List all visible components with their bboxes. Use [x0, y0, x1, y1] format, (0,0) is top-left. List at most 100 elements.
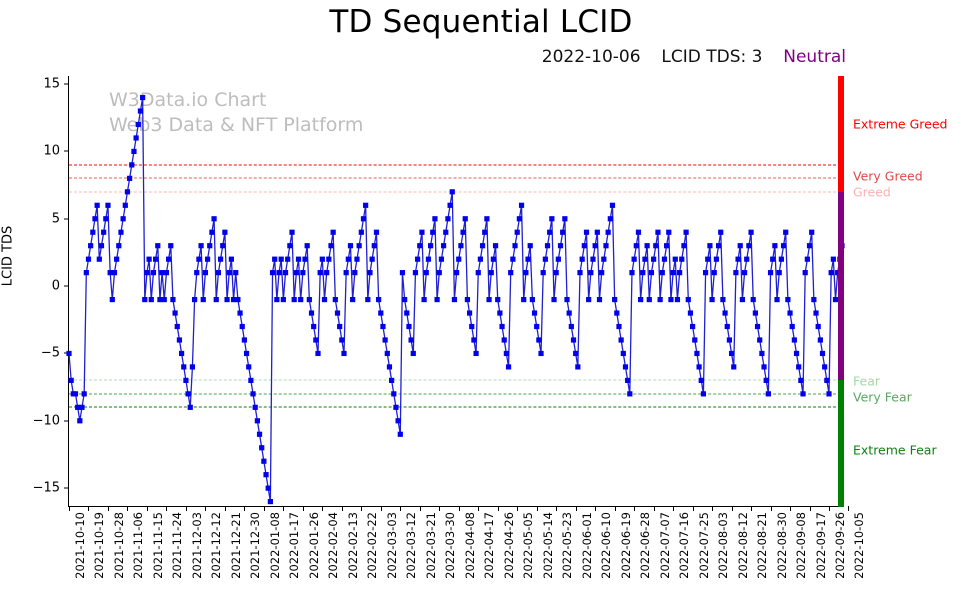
x-tick-label: 2021-12-12 [209, 512, 224, 579]
data-point [434, 296, 440, 303]
data-point [272, 256, 278, 262]
data-point [581, 243, 587, 249]
data-point [185, 391, 191, 397]
data-point [404, 310, 410, 316]
x-tick-label: 2022-02-04 [326, 512, 341, 579]
data-point [822, 364, 828, 370]
data-point [274, 296, 280, 303]
x-tick-mark [400, 506, 402, 511]
data-point [705, 256, 711, 262]
data-point [735, 256, 741, 262]
data-point [778, 256, 784, 262]
data-point [226, 270, 232, 276]
data-point [674, 296, 681, 303]
data-point [607, 216, 613, 222]
data-point [118, 229, 124, 235]
data-point [733, 270, 739, 276]
data-point [731, 364, 737, 370]
x-tick-mark [69, 506, 70, 511]
data-point [596, 296, 603, 303]
x-tick-mark [536, 506, 538, 511]
data-point [824, 377, 830, 383]
x-tick-mark [751, 506, 753, 511]
data-point [451, 296, 458, 303]
data-point [806, 243, 813, 249]
data-point [796, 364, 802, 370]
x-tick-mark [595, 506, 597, 511]
data-point [648, 270, 655, 276]
y-tick-label: −10 [32, 413, 60, 429]
data-point [789, 323, 795, 330]
data-point [728, 350, 735, 357]
x-tick-label: 2022-03-03 [384, 512, 399, 579]
threshold-line [69, 164, 841, 166]
data-point [382, 337, 388, 343]
data-point [471, 337, 477, 343]
x-tick-mark [146, 506, 148, 511]
data-point [809, 229, 815, 235]
data-point [793, 350, 800, 357]
data-point [523, 270, 529, 276]
data-point [120, 216, 126, 222]
data-point [469, 323, 475, 330]
data-point [105, 202, 111, 208]
data-point [566, 310, 572, 316]
data-point [521, 296, 527, 303]
data-point [306, 296, 312, 303]
data-point [419, 229, 425, 235]
data-point [512, 243, 518, 249]
x-tick-mark [458, 506, 460, 511]
data-point [791, 337, 797, 343]
data-point [222, 229, 228, 235]
data-point [544, 243, 551, 249]
data-point [635, 229, 642, 235]
x-tick-label: 2021-10-10 [73, 512, 87, 579]
x-tick-mark [341, 506, 343, 511]
y-tick-mark [64, 420, 69, 422]
data-point [295, 256, 302, 262]
x-tick-label: 2022-03-30 [443, 512, 458, 579]
data-point [202, 270, 209, 276]
series-line [66, 94, 845, 505]
x-tick-mark [302, 506, 304, 511]
data-point [724, 323, 730, 330]
data-point [326, 256, 332, 262]
x-tick-label: 2022-04-26 [501, 512, 516, 579]
x-tick-mark [731, 506, 733, 511]
data-point [395, 418, 401, 424]
data-point [830, 256, 836, 262]
data-point [408, 337, 414, 343]
x-tick-label: 2022-08-30 [774, 512, 789, 579]
data-point [367, 270, 373, 276]
data-point [72, 391, 79, 397]
data-point [137, 108, 144, 114]
data-point [811, 296, 817, 303]
data-point [456, 256, 462, 262]
x-tick-label: 2022-06-19 [618, 512, 633, 579]
data-point [187, 404, 193, 410]
y-axis-label: LCID TDS [0, 225, 16, 287]
data-point [397, 431, 403, 437]
data-point [832, 296, 839, 303]
data-point [150, 270, 157, 276]
x-tick-label: 2022-07-07 [657, 512, 672, 579]
data-point [651, 256, 657, 262]
data-point [776, 270, 782, 276]
data-point [352, 270, 358, 276]
data-point [183, 377, 189, 383]
data-point [603, 243, 609, 249]
status-badge: Neutral [783, 47, 846, 67]
y-tick-label: 0 [51, 278, 60, 294]
data-point [103, 216, 109, 222]
data-point [317, 270, 323, 276]
x-tick-label: 2022-09-08 [794, 512, 809, 579]
data-point [412, 270, 419, 276]
data-point [698, 377, 704, 383]
data-point [256, 431, 263, 437]
data-point [81, 391, 87, 397]
x-tick-label: 2022-06-28 [638, 512, 653, 579]
data-point [700, 391, 707, 397]
data-point [759, 350, 765, 357]
data-point [200, 296, 206, 303]
data-point [77, 418, 83, 424]
